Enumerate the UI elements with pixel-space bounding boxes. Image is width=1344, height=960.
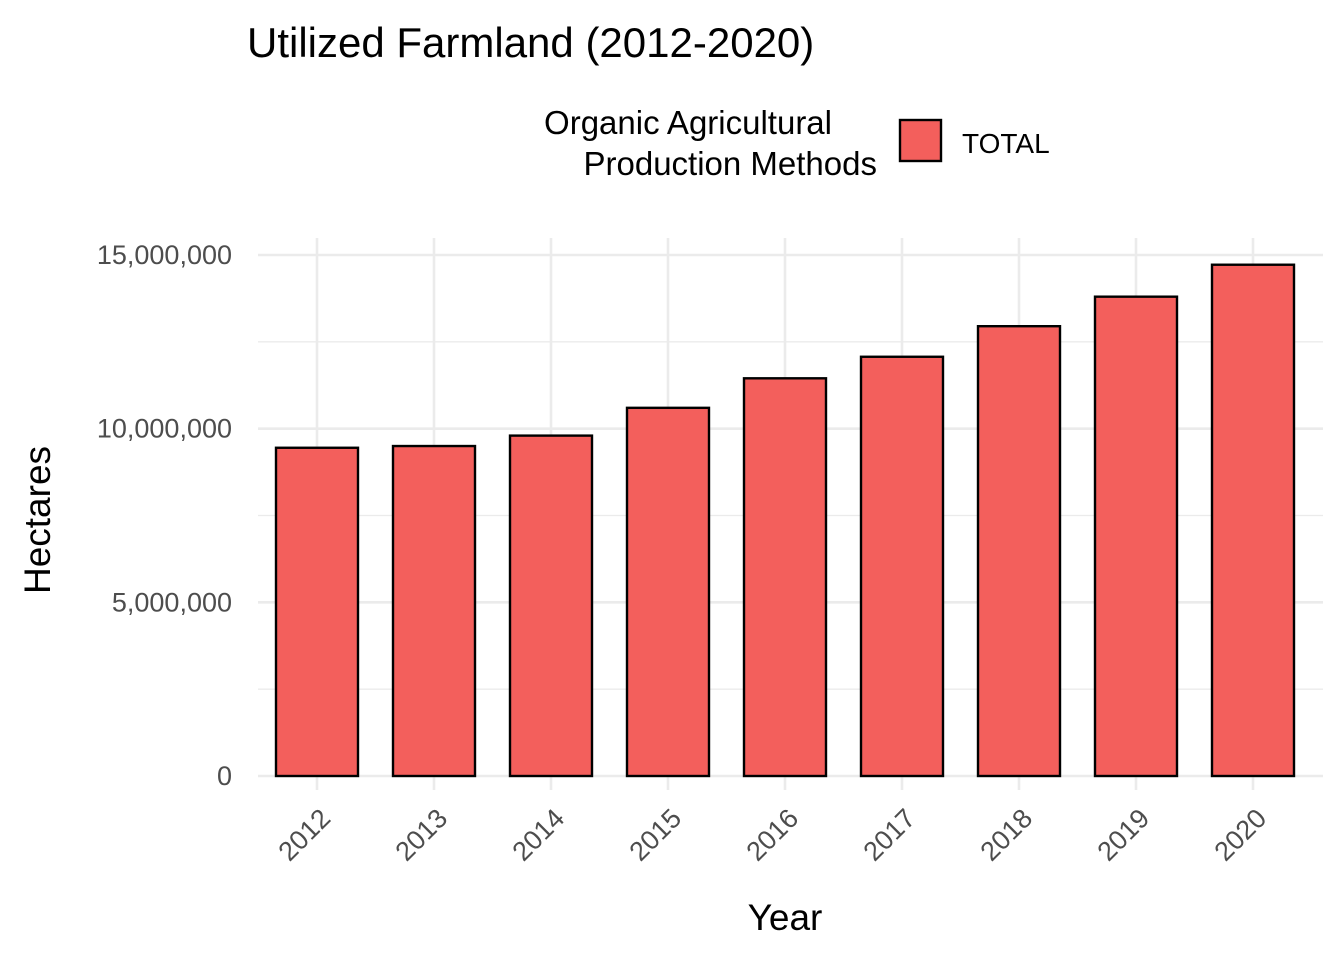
bar-2020 bbox=[1210, 263, 1296, 778]
x-tick-label: 2014 bbox=[507, 803, 571, 867]
legend-title-line-2: Production Methods bbox=[583, 145, 877, 182]
legend-label-total: TOTAL bbox=[962, 128, 1050, 159]
x-tick-label: 2017 bbox=[858, 803, 922, 867]
bar-2015 bbox=[625, 406, 711, 778]
bar-2019 bbox=[1093, 295, 1179, 778]
x-tick-label: 2020 bbox=[1209, 803, 1273, 867]
legend-title-line-1: Organic Agricultural bbox=[544, 104, 832, 141]
x-tick-label: 2018 bbox=[975, 803, 1039, 867]
x-axis-ticks: 2012 2013 2014 2015 2016 2017 2018 2019 2020 bbox=[273, 803, 1273, 867]
bar-2016 bbox=[742, 377, 828, 778]
x-tick-label: 2013 bbox=[390, 803, 454, 867]
x-tick-label: 2019 bbox=[1092, 803, 1156, 867]
legend: Organic Agricultural Production Methods … bbox=[544, 104, 1050, 182]
legend-key-total bbox=[898, 118, 943, 163]
bar-2014 bbox=[508, 434, 594, 778]
x-tick-label: 2015 bbox=[624, 803, 688, 867]
bar-2018 bbox=[976, 325, 1062, 778]
bar-2013 bbox=[391, 444, 477, 778]
y-axis-ticks: 0 5,000,000 10,000,000 15,000,000 bbox=[97, 240, 232, 791]
bar-2017 bbox=[859, 355, 945, 778]
y-tick-label: 15,000,000 bbox=[97, 240, 232, 270]
y-tick-label: 10,000,000 bbox=[97, 414, 232, 444]
x-tick-label: 2012 bbox=[273, 803, 337, 867]
bars bbox=[274, 263, 1296, 778]
chart-title: Utilized Farmland (2012-2020) bbox=[247, 19, 814, 66]
bar-2012 bbox=[274, 446, 360, 778]
x-tick-label: 2016 bbox=[741, 803, 805, 867]
y-tick-label: 0 bbox=[217, 761, 232, 791]
y-tick-label: 5,000,000 bbox=[112, 587, 232, 617]
y-axis-title: Hectares bbox=[17, 446, 58, 594]
x-axis-title: Year bbox=[748, 897, 823, 938]
